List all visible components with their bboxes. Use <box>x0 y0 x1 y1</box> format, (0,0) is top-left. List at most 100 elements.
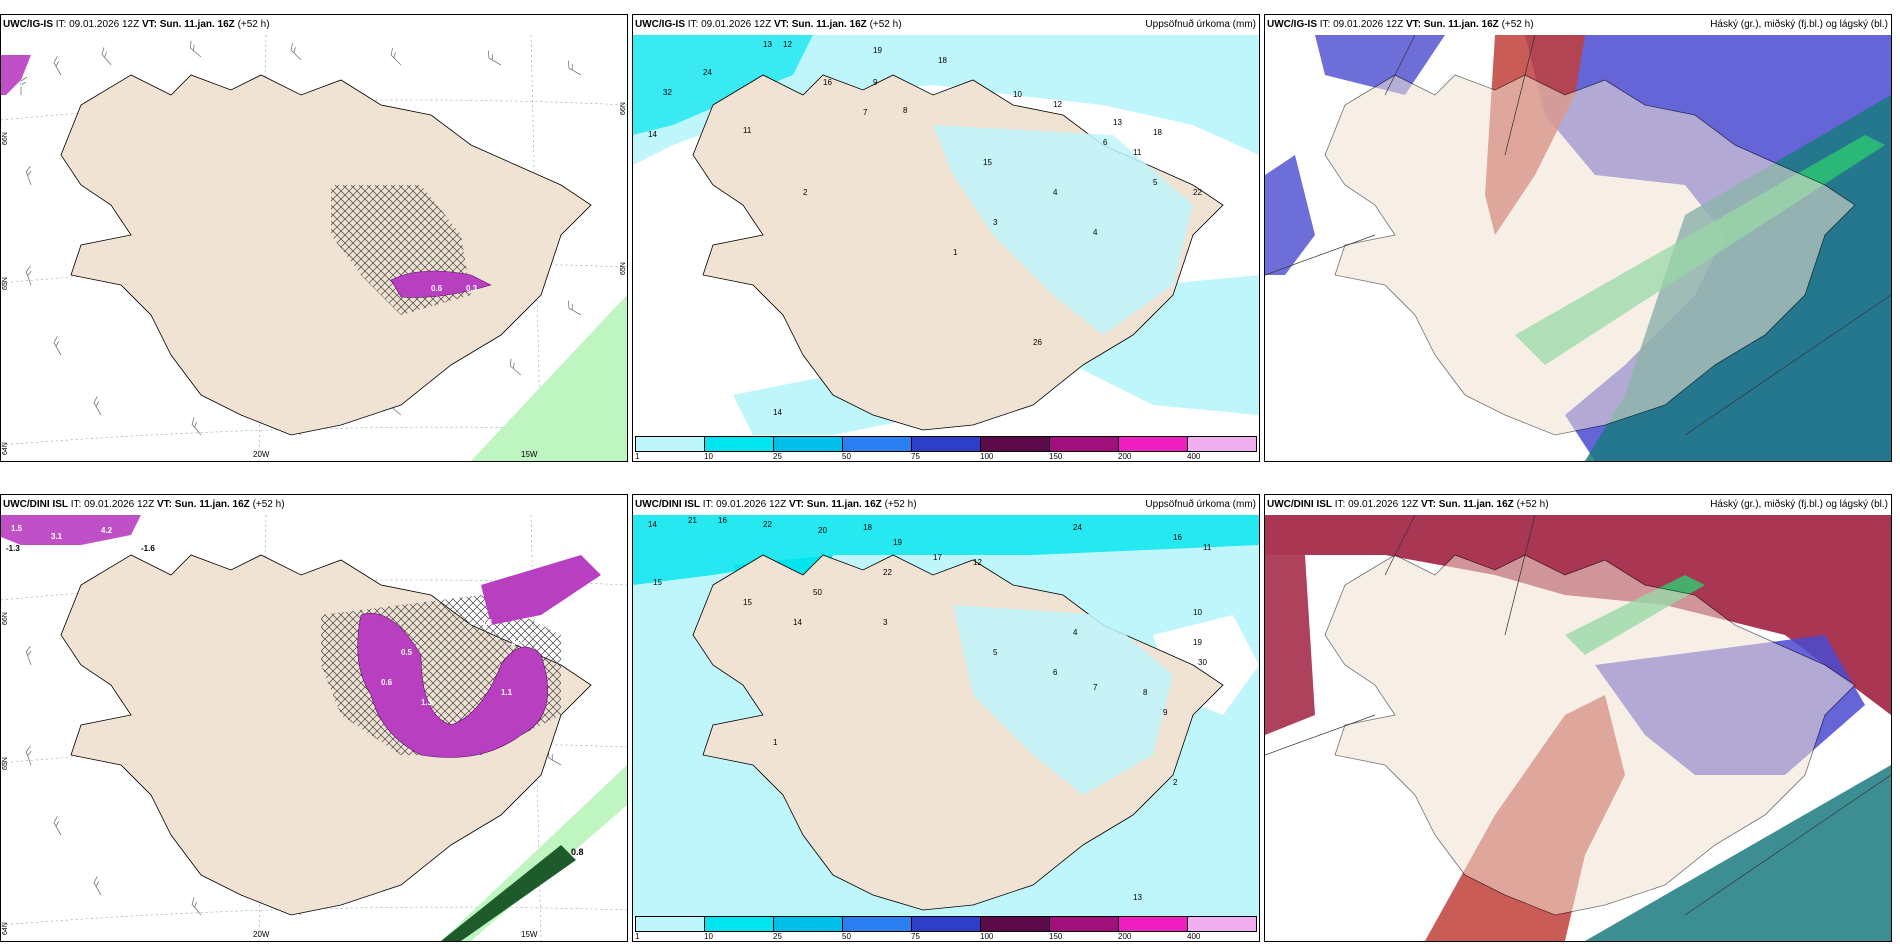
lon-label: 20W <box>253 450 270 459</box>
iceland-landmass <box>60 74 592 436</box>
colorbar-swatch <box>1187 916 1257 932</box>
colorbar-swatch <box>704 916 774 932</box>
iceland-landmass <box>1324 74 1856 436</box>
colorbar-swatch <box>842 916 912 932</box>
precip-value: 15 <box>653 578 662 587</box>
init-time: IT: 09.01.2026 12Z <box>1334 499 1419 510</box>
wind-label: 1.5 <box>19 80 31 89</box>
colorbar-swatch <box>842 436 912 452</box>
precip-cell-purple <box>1 515 141 545</box>
colorbar-label: 25 <box>773 452 782 461</box>
wind-map[interactable]: 0.8 1.5 4.2 3.1 -1.3 -1.6 0.5 0.6 1.3 2.… <box>1 515 627 941</box>
model-name: UWC/IG-IS <box>1267 19 1317 30</box>
precip-value: 4 <box>1093 228 1098 237</box>
colorbar-swatch <box>911 916 981 932</box>
precip-value: 24 <box>703 68 712 77</box>
precip-map[interactable]: 13 12 24 19 18 32 9 16 8 7 10 14 11 12 1… <box>633 35 1259 437</box>
vt-label: VT: <box>773 19 789 30</box>
panel-dini-cloud: UWC/DINI ISL IT: 09.01.2026 12Z VT: Sun.… <box>1264 494 1892 942</box>
map-title: Uppsöfnuð úrkoma (mm) <box>1145 499 1256 510</box>
precip-value: 7 <box>863 108 868 117</box>
precip-value: 18 <box>938 56 947 65</box>
colorbar-swatch <box>1049 916 1119 932</box>
colorbar-label: 75 <box>911 932 920 941</box>
precip-value: 12 <box>783 40 792 49</box>
precip-value: 7 <box>1093 683 1098 692</box>
precip-over-land <box>933 125 1193 335</box>
wind-label: 1.3 <box>421 698 433 707</box>
valid-time: Sun. 11.jan. 16Z <box>1438 499 1514 510</box>
colorbar-swatch <box>773 916 843 932</box>
colorbar-label: 75 <box>911 452 920 461</box>
colorbar-label: 10 <box>704 452 713 461</box>
map-title: Háský (gr.), miðský (fj.bl.) og lágský (… <box>1710 499 1888 510</box>
valid-time: Sun. 11.jan. 16Z <box>174 499 250 510</box>
lead-time: (+52 h) <box>1516 499 1549 510</box>
colorbar-label: 400 <box>1187 932 1201 941</box>
lead-time: (+52 h) <box>252 499 285 510</box>
lead-time: (+52 h) <box>1501 19 1534 30</box>
colorbar-swatch <box>1049 436 1119 452</box>
wind-label: 0.5 <box>401 648 413 657</box>
cloud-map[interactable] <box>1265 515 1891 941</box>
model-name: UWC/DINI ISL <box>3 499 68 510</box>
precip-value: 13 <box>763 40 772 49</box>
precip-value: 16 <box>823 78 832 87</box>
lat-label: 65N <box>2 757 9 770</box>
colorbar-swatch <box>1187 436 1257 452</box>
map-title: Uppsöfnuð úrkoma (mm) <box>1145 19 1256 30</box>
init-time: IT: 09.01.2026 12Z <box>70 499 155 510</box>
precip-value: 11 <box>1133 148 1142 157</box>
panel-dini-precip: UWC/DINI ISL IT: 09.01.2026 12Z VT: Sun.… <box>632 494 1260 942</box>
lead-time: (+52 h) <box>869 19 902 30</box>
precip-values: 13 12 24 19 18 32 9 16 8 7 10 14 11 12 1… <box>648 40 1202 417</box>
precip-value: 9 <box>1163 708 1168 717</box>
wind-label: 1.1 <box>501 688 513 697</box>
precip-value: 14 <box>793 618 802 627</box>
panel-igis-precip: UWC/IG-IS IT: 09.01.2026 12Z VT: Sun. 11… <box>632 14 1260 462</box>
precip-cell-purple <box>390 270 492 298</box>
precip-area-green <box>471 295 627 461</box>
precip-value: 14 <box>648 130 657 139</box>
precip-value: 19 <box>1193 638 1202 647</box>
wind-label: -1.6 <box>141 544 155 553</box>
wind-map[interactable]: 1.5 0.6 0.3 20W 20W 15W 65N 66N 64N 66N … <box>1 35 627 461</box>
precip-value: 6 <box>1053 668 1058 677</box>
vt-label: VT: <box>1405 19 1421 30</box>
colorbar-label: 10 <box>704 932 713 941</box>
lat-label: 64N <box>2 442 9 455</box>
wind-label: 0.6 <box>381 678 393 687</box>
panel-header: UWC/DINI ISL IT: 09.01.2026 12Z VT: Sun.… <box>633 495 1259 515</box>
precip-value: 12 <box>973 558 982 567</box>
precip-values: 14 21 16 15 22 20 18 19 17 12 24 11 16 1… <box>648 516 1212 902</box>
low-cloud-area <box>1585 765 1891 941</box>
colorbar-label: 150 <box>1049 932 1063 941</box>
colorbar: 1 10 25 50 75 100 150 200 400 <box>635 436 1257 461</box>
colorbar-label: 100 <box>980 452 994 461</box>
colorbar-label: 100 <box>980 932 994 941</box>
precip-mid <box>633 515 1259 585</box>
precip-map[interactable]: 14 21 16 15 22 20 18 19 17 12 24 11 16 1… <box>633 515 1259 917</box>
precip-cell-purple <box>481 555 601 625</box>
cloud-map[interactable] <box>1265 35 1891 461</box>
high-cloud-area <box>1265 555 1315 735</box>
panel-header: UWC/IG-IS IT: 09.01.2026 12Z VT: Sun. 11… <box>633 15 1259 35</box>
precip-value: 10 <box>1193 608 1202 617</box>
wind-label: 1.5 <box>11 524 23 533</box>
lon-label: 15W <box>521 930 538 939</box>
precip-value: 3 <box>883 618 888 627</box>
precip-value: 11 <box>743 126 752 135</box>
colorbar-swatch <box>1118 916 1188 932</box>
colorbar-swatch <box>635 436 705 452</box>
precip-value: 8 <box>903 106 908 115</box>
wind-label: 0.3 <box>466 284 478 293</box>
vt-label: VT: <box>141 19 157 30</box>
precip-value: 11 <box>1203 543 1212 552</box>
high-cloud-area <box>1265 515 1891 715</box>
precip-over-land <box>953 605 1173 795</box>
precip-value: 5 <box>1153 178 1158 187</box>
wind-label: 4.2 <box>101 526 113 535</box>
colorbar-label: 1 <box>635 932 640 941</box>
precip-value: 22 <box>1193 188 1202 197</box>
precip-value: 15 <box>983 158 992 167</box>
